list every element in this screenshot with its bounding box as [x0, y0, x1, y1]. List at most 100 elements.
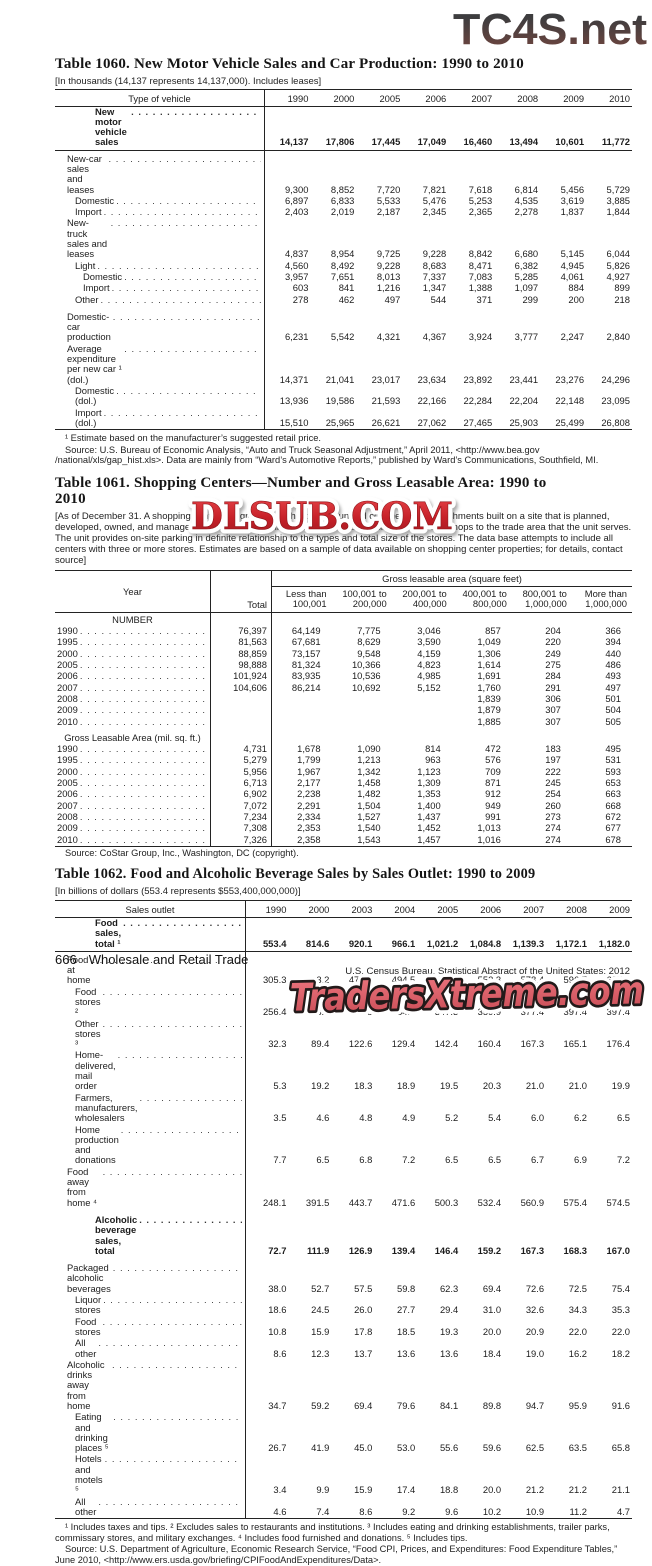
value-cell: 471.6 [391, 1196, 416, 1208]
dot-leader [80, 671, 207, 681]
value-cell: 14,137 [264, 106, 311, 151]
dot-leader [124, 272, 261, 282]
value-cell: 663 [605, 788, 621, 800]
dot-leader [98, 1338, 242, 1348]
year-header: 2007 [448, 89, 495, 107]
value-cell: 8,842 [468, 248, 493, 260]
dot-leader [103, 1167, 242, 1177]
value-cell: 32.3 [268, 1038, 287, 1050]
value-cell: 25,965 [325, 416, 355, 428]
value-cell: 443.7 [348, 1196, 373, 1208]
motor-vehicle-table: Type of vehicle 1990 2000 2005 2006 2007 2008 2… [55, 88, 632, 431]
value-cell: 7,234 [210, 811, 272, 824]
row-label: Farmers, manufacturers, wholesalers [55, 1092, 246, 1125]
row-label-text: Packaged alcoholic beverages [67, 1263, 243, 1294]
value-cell: 7.2 [402, 1154, 416, 1166]
year-label: 2005 [55, 660, 211, 672]
section-heading: NUMBER [55, 612, 211, 627]
table-row: 2007 7,072 2,291 1,504 1,400 949 260 668 [55, 800, 632, 812]
total-column-header: Total [210, 570, 272, 613]
value-cell: 197 [545, 754, 561, 766]
value-cell: 13.6 [397, 1347, 416, 1359]
year-column-header: Year [55, 570, 211, 613]
dot-leader [80, 649, 207, 659]
value-cell: 4,823 [417, 659, 441, 671]
dot-leader [113, 312, 261, 322]
year-header: 2007 [503, 900, 547, 918]
row-label: Domestic-car production [55, 305, 265, 344]
value-cell: 278 [292, 293, 309, 305]
value-cell: 165.1 [563, 1038, 587, 1050]
value-cell: 1,885 [477, 715, 501, 727]
value-cell: 3,885 [606, 194, 630, 206]
value-cell: 10.9 [525, 1505, 545, 1517]
value-cell: 13.7 [354, 1347, 373, 1359]
value-cell [210, 693, 272, 706]
dot-leader [116, 386, 261, 396]
value-cell: 9.6 [445, 1505, 459, 1517]
value-cell: 22.0 [611, 1325, 630, 1337]
value-cell: 17.8 [354, 1325, 373, 1337]
value-cell: 678 [605, 833, 621, 845]
year-header: 2006 [402, 89, 449, 107]
value-cell: 653 [605, 777, 621, 789]
year-label: 1995 [55, 755, 211, 767]
year-header: 2005 [417, 900, 461, 918]
value-cell: 4.8 [359, 1112, 373, 1124]
value-cell: 1,306 [477, 647, 501, 659]
row-label-text: Other [75, 295, 262, 305]
year-label: 2008 [55, 693, 211, 706]
row-label-text: Domestic [75, 196, 262, 206]
value-cell: 4,837 [284, 248, 309, 260]
value-cell: 5.3 [273, 1080, 287, 1092]
table-row: Food stores 10.8 15.9 17.8 18.5 19.3 20.0 20.9 2… [55, 1316, 632, 1339]
value-cell [392, 717, 452, 728]
year-header: 2005 [356, 89, 403, 107]
value-cell: 167.3 [520, 1038, 545, 1050]
table-row: Domestic 6,897 6,833 5,533 5,476 5,253 4,535 3,… [55, 194, 632, 208]
value-cell: 305.3 [262, 974, 287, 986]
value-cell: 709 [485, 765, 501, 777]
value-cell: 38.0 [268, 1282, 287, 1294]
row-label-text: Domestic (dol.) [75, 386, 262, 407]
row-label-text: Food sales, total ¹ [95, 918, 243, 949]
value-cell: 167.3 [520, 1244, 545, 1256]
value-cell: 25,903 [509, 416, 539, 428]
value-cell: 18.9 [397, 1080, 416, 1092]
row-label-text: Import [83, 283, 262, 293]
value-cell: 578.4 [520, 974, 545, 986]
row-label: Import [55, 283, 265, 295]
value-cell: 5,253 [468, 194, 493, 206]
page-content: Table 1060. New Motor Vehicle Sales and … [55, 0, 632, 1566]
value-cell: 9,300 [284, 183, 309, 195]
value-cell: 377.4 [520, 1006, 545, 1018]
value-cell: 2,177 [297, 777, 321, 789]
value-cell: 1,097 [514, 282, 539, 294]
range-line-2: 1,000,000 [525, 598, 567, 610]
food-beverage-table: Sales outlet 1990 2000 2003 2004 2005 2006 2007… [55, 899, 632, 1520]
empty-cell [452, 728, 512, 744]
row-label-text: Hotels and motels ⁵ [75, 1454, 243, 1495]
dot-leader [103, 1295, 242, 1305]
table-row: 2006 101,924 83,935 10,536 4,985 1,691 284 493 [55, 671, 632, 683]
label-text: 2005 [57, 660, 78, 671]
value-cell: 1,543 [357, 833, 381, 845]
section-heading-row: NUMBER [55, 612, 632, 627]
label-text: 2006 [57, 789, 78, 800]
value-cell: 531 [605, 754, 621, 766]
value-cell: 4.7 [616, 1505, 630, 1517]
value-cell: 4.6 [273, 1505, 287, 1517]
value-cell: 20.9 [525, 1325, 545, 1337]
label-text: New-truck sales and leases [67, 218, 108, 260]
table-row: Food sales, total ¹553.4814.6920.1966.11… [55, 917, 632, 952]
year-header: 2008 [546, 900, 589, 918]
value-cell: 6.8 [359, 1154, 373, 1166]
row-label-text: 1990 [57, 626, 208, 636]
value-cell: 5,152 [417, 681, 441, 693]
label-text: Liquor stores [75, 1295, 102, 1316]
value-cell: 256.4 [262, 1006, 287, 1018]
value-cell: 142.4 [434, 1038, 459, 1050]
row-label: Domestic [55, 195, 265, 208]
value-cell: 4,535 [514, 194, 539, 206]
value-cell: 7,072 [210, 800, 272, 812]
